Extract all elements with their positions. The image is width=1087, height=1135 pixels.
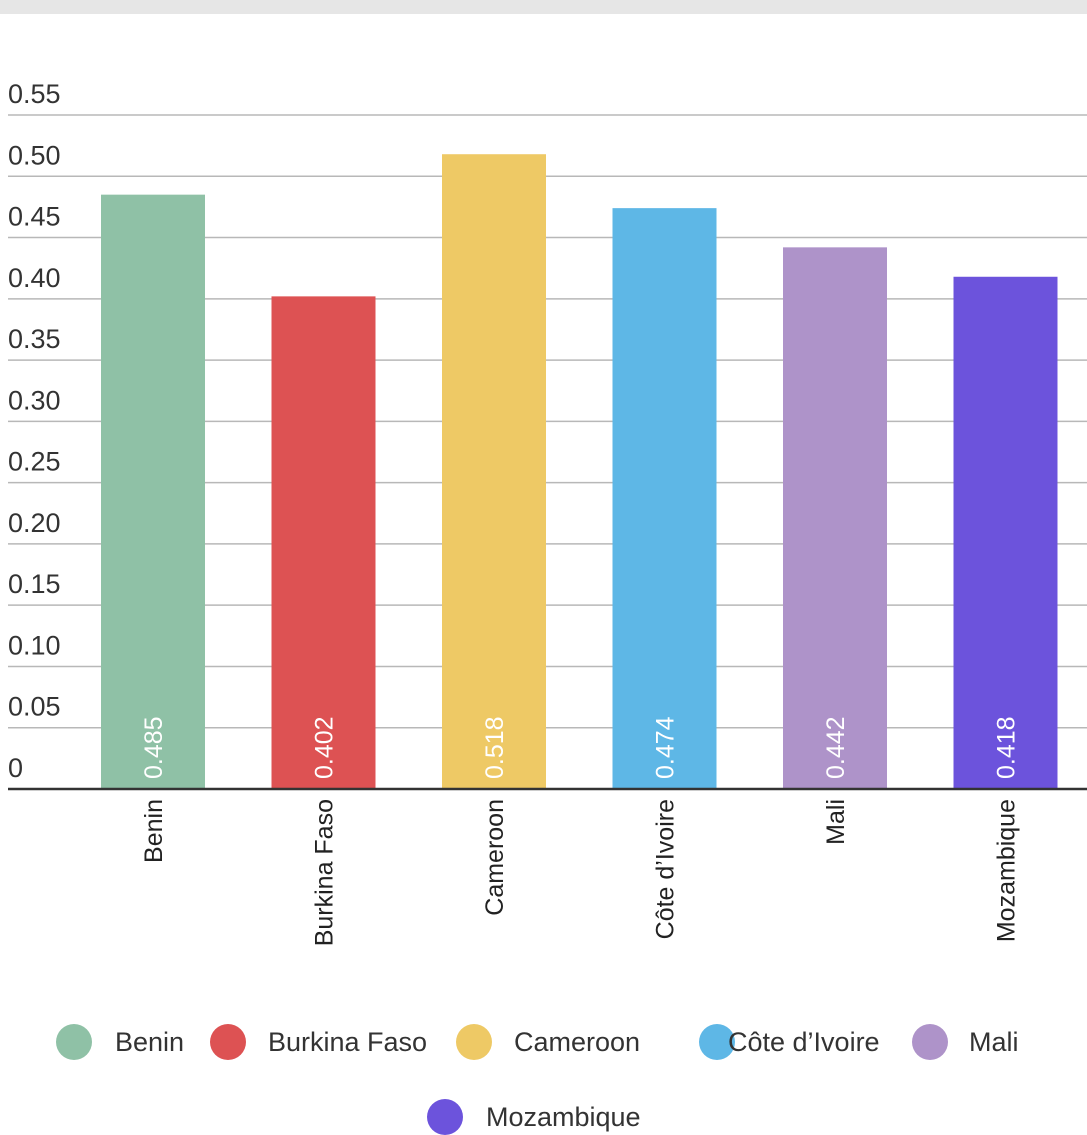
legend-swatch xyxy=(456,1024,492,1060)
legend-swatch xyxy=(56,1024,92,1060)
y-tick-label: 0.10 xyxy=(8,630,61,660)
bar xyxy=(612,208,717,790)
y-tick-label: 0.45 xyxy=(8,202,61,232)
category-label: Côte d’Ivoire xyxy=(652,799,680,939)
category-label: Cameroon xyxy=(481,799,509,916)
legend-swatch xyxy=(912,1024,948,1060)
y-tick-label: 0.05 xyxy=(8,692,61,722)
bar xyxy=(271,296,376,789)
bar xyxy=(101,194,205,789)
bar xyxy=(783,247,887,789)
legend-label: Côte d’Ivoire xyxy=(728,1027,880,1057)
data-label: 0.402 xyxy=(311,716,339,779)
legend-swatch xyxy=(427,1099,463,1135)
category-label: Mozambique xyxy=(993,799,1021,942)
legend-swatch xyxy=(699,1024,735,1060)
data-label: 0.442 xyxy=(822,716,850,779)
data-label: 0.474 xyxy=(652,716,680,779)
legend-label: Cameroon xyxy=(514,1027,640,1057)
y-tick-label: 0 xyxy=(8,753,23,783)
legend-label: Mozambique xyxy=(486,1102,641,1132)
y-tick-label: 0.20 xyxy=(8,508,61,538)
bar xyxy=(442,154,546,789)
legend-swatch xyxy=(210,1024,246,1060)
top-bar xyxy=(0,0,1087,14)
y-tick-label: 0.30 xyxy=(8,385,61,415)
y-tick-label: 0.35 xyxy=(8,324,61,354)
category-label: Benin xyxy=(140,799,168,863)
y-tick-label: 0.25 xyxy=(8,447,61,477)
category-label: Mali xyxy=(822,799,850,845)
y-tick-label: 0.40 xyxy=(8,263,61,293)
data-label: 0.485 xyxy=(140,716,168,779)
data-label: 0.518 xyxy=(481,716,509,779)
y-tick-label: 0.15 xyxy=(8,569,61,599)
data-label: 0.418 xyxy=(993,716,1021,779)
legend-label: Mali xyxy=(969,1027,1019,1057)
y-tick-label: 0.55 xyxy=(8,79,61,109)
bar xyxy=(953,276,1058,789)
y-tick-label: 0.50 xyxy=(8,140,61,170)
legend-label: Benin xyxy=(115,1027,184,1057)
category-label: Burkina Faso xyxy=(311,799,339,946)
legend-label: Burkina Faso xyxy=(268,1027,427,1057)
